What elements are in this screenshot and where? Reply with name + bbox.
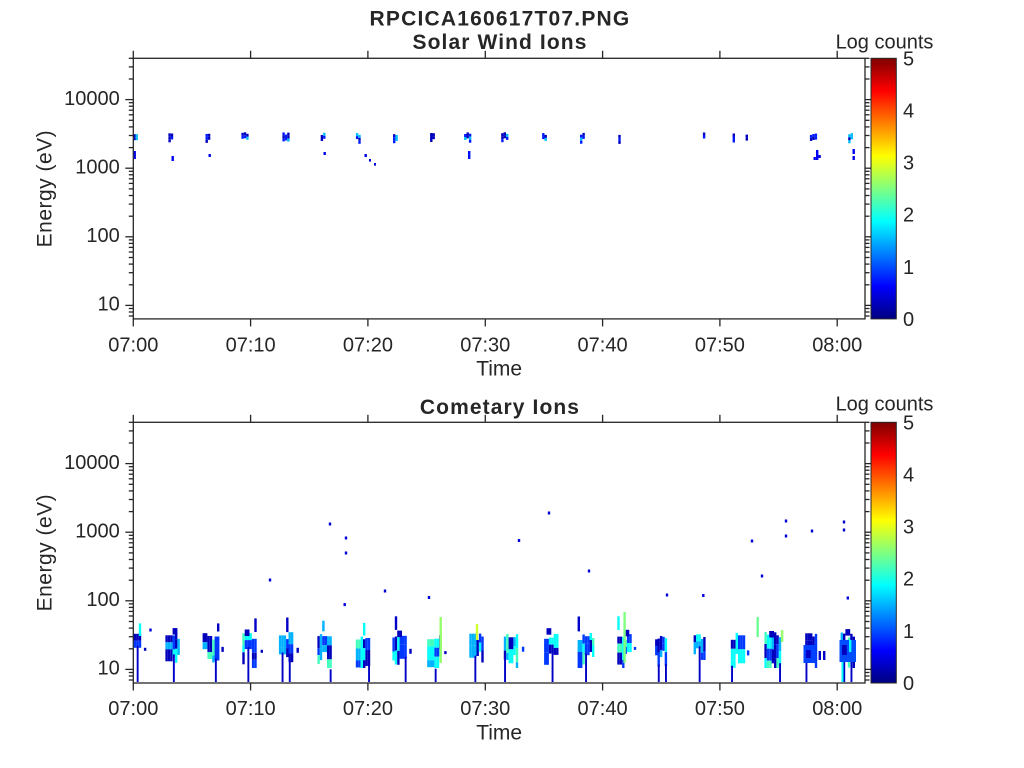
- svg-text:100: 100: [86, 589, 119, 611]
- svg-text:100: 100: [86, 225, 119, 247]
- svg-text:3: 3: [903, 517, 914, 539]
- svg-text:Time: Time: [476, 358, 522, 381]
- svg-text:07:50: 07:50: [695, 698, 745, 720]
- svg-text:07:00: 07:00: [108, 335, 158, 357]
- svg-text:4: 4: [903, 100, 914, 122]
- svg-text:2: 2: [903, 205, 914, 227]
- svg-text:2: 2: [903, 569, 914, 591]
- svg-text:07:50: 07:50: [695, 335, 745, 357]
- svg-text:RPCICA160617T07.PNG: RPCICA160617T07.PNG: [370, 7, 631, 30]
- svg-text:Log counts: Log counts: [836, 31, 934, 53]
- svg-text:5: 5: [903, 48, 914, 70]
- svg-text:Energy (eV): Energy (eV): [34, 494, 57, 612]
- svg-text:07:30: 07:30: [460, 335, 510, 357]
- svg-text:1000: 1000: [75, 157, 120, 179]
- svg-text:Energy (eV): Energy (eV): [34, 130, 57, 248]
- svg-text:Solar Wind Ions: Solar Wind Ions: [413, 31, 588, 54]
- svg-text:07:20: 07:20: [343, 698, 393, 720]
- svg-text:3: 3: [903, 153, 914, 175]
- svg-text:Log counts: Log counts: [836, 394, 934, 416]
- svg-text:1: 1: [903, 621, 914, 643]
- svg-text:0: 0: [903, 673, 914, 695]
- svg-text:0: 0: [903, 309, 914, 331]
- svg-text:07:10: 07:10: [226, 698, 276, 720]
- svg-text:5: 5: [903, 412, 914, 434]
- svg-text:1000: 1000: [75, 521, 120, 543]
- svg-text:1: 1: [903, 257, 914, 279]
- svg-text:07:20: 07:20: [343, 335, 393, 357]
- svg-text:10: 10: [98, 294, 120, 316]
- svg-text:10000: 10000: [64, 452, 120, 474]
- svg-text:07:30: 07:30: [460, 698, 510, 720]
- svg-text:Cometary Ions: Cometary Ions: [420, 396, 580, 419]
- svg-text:07:00: 07:00: [108, 698, 158, 720]
- svg-text:10: 10: [98, 658, 120, 680]
- svg-text:08:00: 08:00: [812, 698, 862, 720]
- svg-text:Time: Time: [476, 721, 522, 744]
- svg-text:10000: 10000: [64, 88, 120, 110]
- svg-text:4: 4: [903, 464, 914, 486]
- svg-text:07:40: 07:40: [578, 335, 628, 357]
- svg-text:07:40: 07:40: [578, 698, 628, 720]
- svg-text:08:00: 08:00: [812, 335, 862, 357]
- svg-text:07:10: 07:10: [226, 335, 276, 357]
